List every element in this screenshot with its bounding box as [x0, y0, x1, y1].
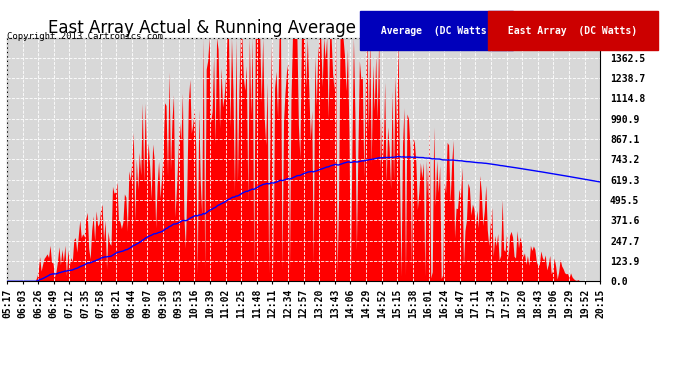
Text: East Array  (DC Watts): East Array (DC Watts) [502, 26, 644, 36]
Title: East Array Actual & Running Average Power Sun Jun 16 20:32: East Array Actual & Running Average Powe… [48, 20, 559, 38]
Text: Copyright 2013 Cartronics.com: Copyright 2013 Cartronics.com [7, 32, 163, 41]
Text: Average  (DC Watts): Average (DC Watts) [375, 26, 498, 36]
